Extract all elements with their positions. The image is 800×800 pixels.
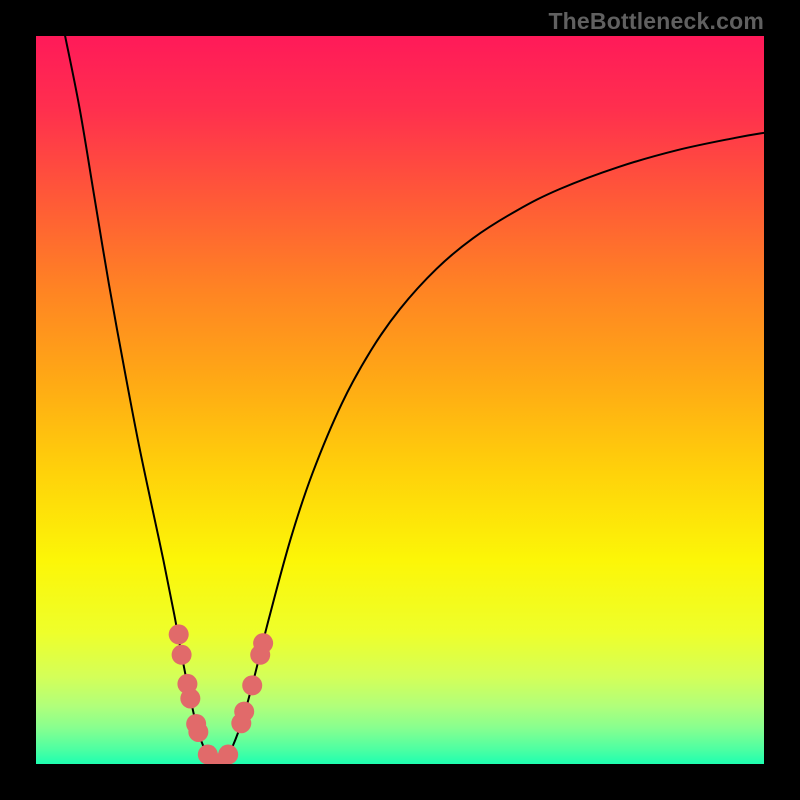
- data-point-marker: [218, 745, 238, 764]
- curves-layer: [36, 36, 764, 764]
- right-curve: [218, 133, 764, 764]
- data-point-marker: [234, 702, 254, 722]
- data-point-marker: [180, 688, 200, 708]
- chart-frame: TheBottleneck.com: [0, 0, 800, 800]
- left-curve: [65, 36, 218, 764]
- data-point-marker: [253, 633, 273, 653]
- data-point-marker: [172, 645, 192, 665]
- plot-area: [36, 36, 764, 764]
- data-point-marker: [242, 675, 262, 695]
- watermark-text: TheBottleneck.com: [548, 8, 764, 35]
- data-point-marker: [188, 722, 208, 742]
- data-point-marker: [169, 624, 189, 644]
